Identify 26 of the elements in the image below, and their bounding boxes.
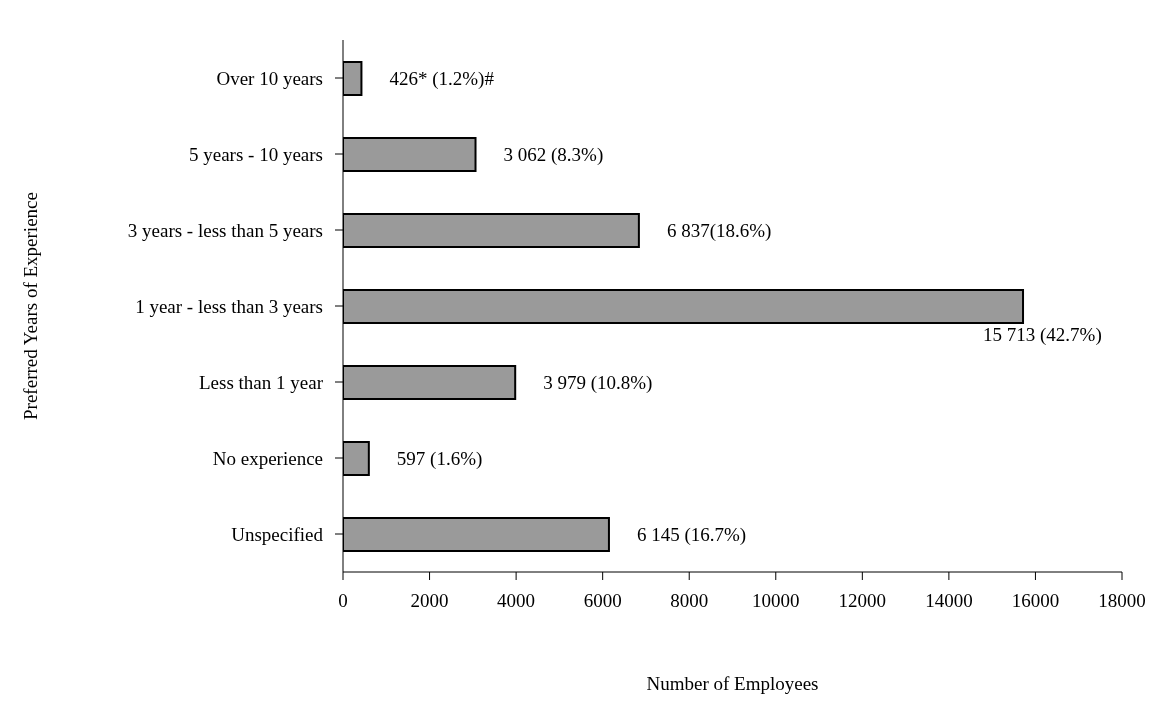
data-label: 6 145 (16.7%) [636,524,747,547]
x-tick-label: 2000 [410,590,449,612]
x-tick-label: 12000 [838,590,887,612]
data-label: 597 (1.6%) [396,448,483,471]
data-label: 6 837(18.6%) [666,220,772,243]
data-label: 15 713 (42.7%) [983,324,1102,346]
y-tick-label: Over 10 years [216,67,323,89]
x-tick-label: 16000 [1011,590,1060,612]
y-tick-label: Less than 1 year [199,371,324,393]
x-axis-title: Number of Employees [646,673,819,694]
y-tick-label: 1 year - less than 3 years [135,295,323,317]
y-tick-label: No experience [212,447,323,469]
y-tick-label: 3 years - less than 5 years [127,219,323,241]
y-axis-title: Preferred Years of Experience [19,192,41,420]
y-tick-label: Unspecified [231,523,324,545]
data-label: 3 062 (8.3%) [503,144,604,167]
x-tick-label: 14000 [925,590,973,612]
data-label: 426* (1.2%)# [389,68,495,91]
x-tick-label: 4000 [497,590,536,612]
x-tick-label: 8000 [670,590,709,612]
x-tick-label: 10000 [752,590,800,612]
data-label: 3 979 (10.8%) [543,372,653,395]
x-tick-label: 6000 [583,590,622,612]
y-tick-label: 5 years - 10 years [188,143,323,165]
x-tick-label: 0 [338,590,348,612]
x-tick-label: 18000 [1098,590,1146,612]
